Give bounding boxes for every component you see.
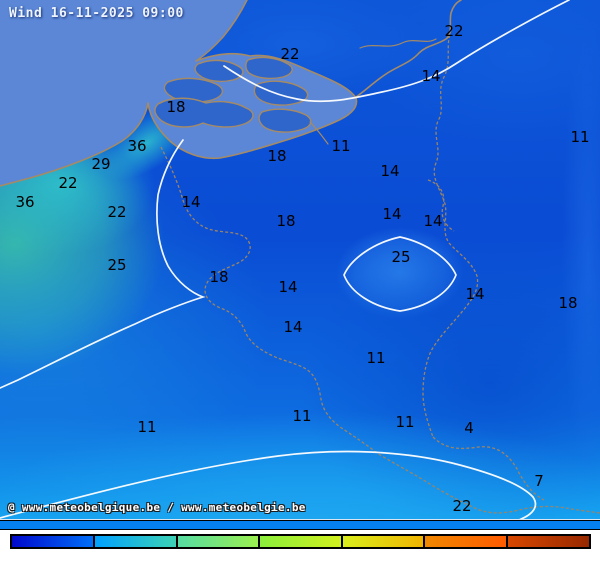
wind-value-label: 14: [465, 285, 484, 303]
wind-value-label: 22: [452, 497, 471, 515]
wind-value-label: 22: [444, 22, 463, 40]
wind-value-label: 11: [366, 349, 385, 367]
island: [163, 77, 223, 103]
contour-arc-south: [0, 450, 537, 519]
island: [258, 108, 312, 133]
river-line: [309, 121, 329, 145]
island: [245, 56, 293, 80]
wind-value-label: 22: [58, 174, 77, 192]
contour-line-west: [0, 139, 206, 389]
wind-value-label: 36: [127, 137, 146, 155]
wind-value-label: 11: [395, 413, 414, 431]
wind-value-label: 18: [166, 98, 185, 116]
border-luxembourg: [432, 436, 545, 501]
wind-value-label: 4: [464, 419, 474, 437]
wind-value-label: 18: [276, 212, 295, 230]
wind-speed-colorbar: [10, 534, 591, 549]
shading-bottom-cyan: [0, 410, 600, 519]
wind-value-label: 14: [380, 162, 399, 180]
contour-ellipse-25: [343, 236, 457, 312]
wind-value-label: 25: [391, 248, 410, 266]
shading-east-streak: [562, 20, 600, 480]
colorbar-segment: [506, 536, 589, 547]
wind-value-label: 25: [107, 256, 126, 274]
credit-text: @ www.meteobelgique.be / www.meteobelgie…: [8, 501, 306, 514]
colorbar-segments: [12, 536, 589, 547]
wind-value-label: 14: [181, 193, 200, 211]
wind-value-label: 14: [283, 318, 302, 336]
border-france-belgium: [160, 146, 600, 514]
wind-value-label: 18: [558, 294, 577, 312]
wind-value-label: 22: [280, 45, 299, 63]
wind-value-label: 14: [421, 67, 440, 85]
island: [154, 97, 254, 128]
map-canvas: 22 22 14 18 11 18 14 11 36 29 22 36 22 14 25 18 14 14 25 18…: [0, 0, 600, 519]
wind-value-label: 11: [570, 128, 589, 146]
colorbar-segment: [94, 536, 177, 547]
contour-line-north: [223, 0, 570, 103]
wind-value-label: 14: [278, 278, 297, 296]
wind-value-label: 18: [267, 147, 286, 165]
wind-value-label: 36: [15, 193, 34, 211]
wind-value-label: 14: [423, 212, 442, 230]
wind-value-label: 14: [382, 205, 401, 223]
wind-value-label: 7: [534, 472, 544, 490]
wind-value-label: 18: [209, 268, 228, 286]
colorbar-segment: [424, 536, 507, 547]
shading-ne-light: [360, 0, 600, 145]
wind-value-label: 29: [91, 155, 110, 173]
colorbar-segment: [341, 536, 425, 547]
wind-map: 22 22 14 18 11 18 14 11 36 29 22 36 22 14 25 18 14 14 25 18…: [0, 0, 600, 520]
bottom-blue-strip: [0, 520, 600, 530]
colorbar-segment: [259, 536, 342, 547]
map-title: Wind 16-11-2025 09:00: [9, 6, 184, 21]
coastline: [0, 0, 358, 187]
wind-value-label: 11: [137, 418, 156, 436]
wind-value-label: 11: [331, 137, 350, 155]
border-east: [422, 29, 479, 438]
colorbar-segment: [176, 536, 260, 547]
river-line: [359, 38, 437, 49]
coastline-northeast: [355, 0, 462, 98]
border-limburg: [427, 179, 455, 232]
wind-value-label: 11: [292, 407, 311, 425]
wind-value-label: 22: [107, 203, 126, 221]
island: [194, 59, 244, 83]
wind-labels: 22 22 14 18 11 18 14 11 36 29 22 36 22 14 25 18 14 14 25 18…: [15, 22, 589, 515]
colorbar-segment: [12, 536, 95, 547]
